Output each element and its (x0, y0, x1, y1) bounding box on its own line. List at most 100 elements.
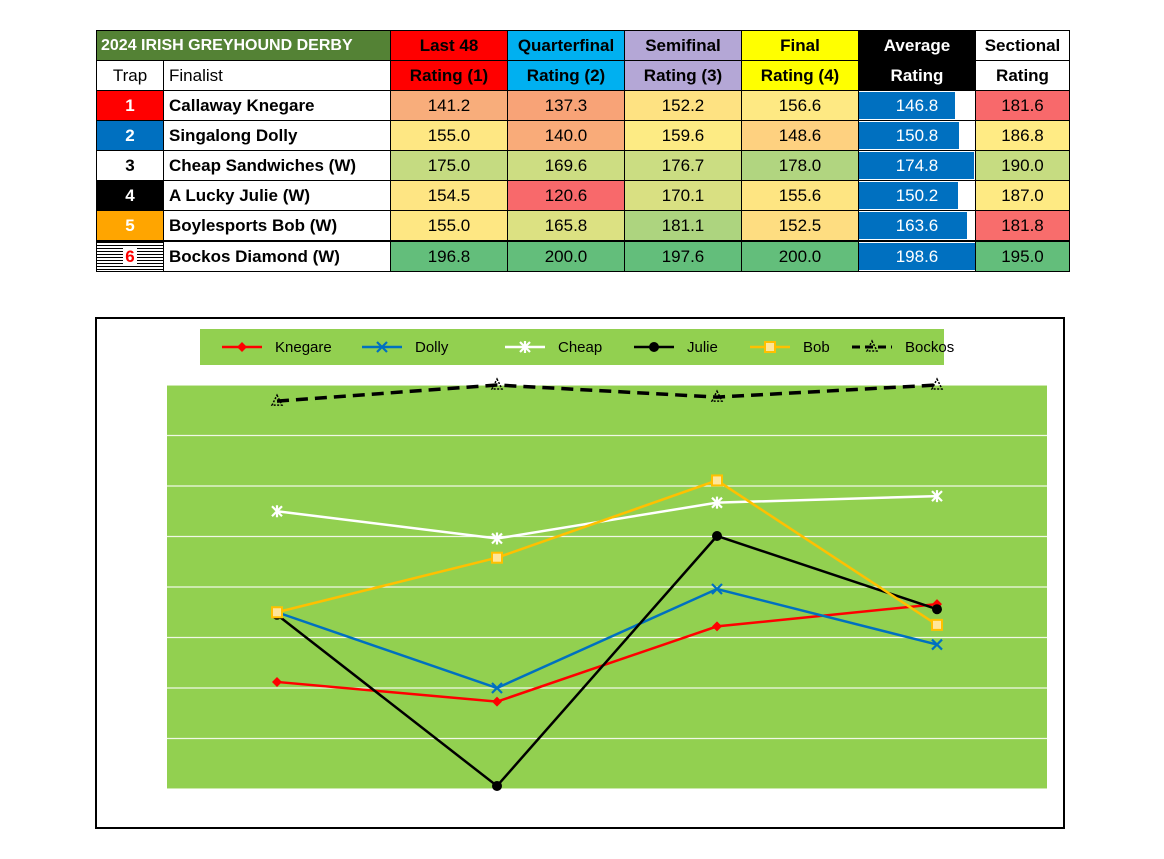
column-header-bottom: Rating (1) (390, 60, 508, 91)
average-rating-value: 174.8 (895, 155, 939, 175)
finalist-name: Singalong Dolly (163, 120, 391, 151)
average-rating-cell: 174.8 (858, 150, 976, 181)
legend-label: Julie (687, 339, 718, 356)
average-data-bar (859, 212, 967, 239)
rating-cell: 196.8 (390, 240, 508, 272)
table-row: 5 Boylesports Bob (W) 155.0 165.8 181.1 152.5… (96, 210, 1070, 242)
sectional-rating-cell: 186.8 (975, 120, 1070, 151)
rating-cell: 175.0 (390, 150, 508, 181)
data-point (492, 780, 502, 791)
data-point (711, 474, 723, 487)
ratings-table: 2024 IRISH GREYHOUND DERBY Last 48 Quarter… (96, 30, 1070, 272)
rating-cell: 170.1 (624, 180, 742, 211)
column-header-bottom: Rating (4) (741, 60, 859, 91)
data-point (272, 676, 282, 687)
column-header-bottom: Rating (2) (507, 60, 625, 91)
data-point (712, 530, 722, 541)
rating-cell: 181.1 (624, 210, 742, 242)
column-header-bottom: Trap (96, 60, 164, 91)
table-row: 2 Singalong Dolly 155.0 140.0 159.6 148.6 150.… (96, 120, 1070, 151)
data-point (519, 341, 531, 353)
rating-cell: 152.5 (741, 210, 859, 242)
series-line-knegare (276, 602, 938, 703)
average-rating-value: 163.6 (895, 215, 939, 235)
column-header-bottom: Rating (3) (624, 60, 742, 91)
average-rating-value: 198.6 (895, 246, 939, 266)
data-point (271, 505, 283, 518)
rating-cell: 120.6 (507, 180, 625, 211)
rating-cell: 200.0 (741, 240, 859, 272)
average-rating-cell: 198.6 (858, 240, 976, 272)
data-point (932, 599, 942, 610)
trap-number-text: 6 (123, 246, 137, 266)
column-header-top: Last 48 (390, 30, 508, 61)
series-line-bockos (276, 383, 938, 403)
data-point (492, 696, 502, 707)
legend-label: Bob (803, 339, 830, 356)
sectional-rating-cell: 190.0 (975, 150, 1070, 181)
data-point (649, 342, 659, 352)
rating-cell: 140.0 (507, 120, 625, 151)
data-point (271, 606, 283, 619)
column-header-top: Semifinal (624, 30, 742, 61)
average-rating-cell: 146.8 (858, 90, 976, 121)
average-data-bar (859, 122, 959, 149)
series-line-dolly (276, 587, 938, 690)
finalist-name: Boylesports Bob (W) (163, 210, 391, 242)
series-line-julie (276, 534, 938, 788)
line-chart: Knegare Dolly Cheap Julie Bob Bockos (95, 317, 1065, 829)
legend (200, 329, 944, 365)
column-header-top: Sectional (975, 30, 1070, 61)
column-header-bottom: Rating (858, 60, 976, 91)
data-point (376, 341, 388, 353)
average-rating-value: 150.8 (895, 125, 939, 145)
finalist-name: Cheap Sandwiches (W) (163, 150, 391, 181)
rating-cell: 155.0 (390, 210, 508, 242)
rating-cell: 159.6 (624, 120, 742, 151)
sectional-rating-cell: 181.8 (975, 210, 1070, 242)
sectional-rating-cell: 181.6 (975, 90, 1070, 121)
data-point (237, 342, 247, 352)
trap-number: 4 (96, 180, 164, 211)
data-point (491, 532, 503, 545)
rating-cell: 154.5 (390, 180, 508, 211)
data-point (931, 490, 943, 503)
finalist-name: A Lucky Julie (W) (163, 180, 391, 211)
legend-label: Cheap (558, 339, 602, 356)
rating-cell: 156.6 (741, 90, 859, 121)
rating-cell: 155.0 (390, 120, 508, 151)
series-line-cheap (276, 494, 938, 540)
rating-cell: 197.6 (624, 240, 742, 272)
header-row-top: 2024 IRISH GREYHOUND DERBY Last 48 Quarter… (96, 30, 1070, 61)
trap-number: 2 (96, 120, 164, 151)
trap-number: 5 (96, 210, 164, 242)
column-header-bottom: Finalist (163, 60, 391, 91)
trap-number: 6 (96, 240, 164, 272)
finalist-name: Bockos Diamond (W) (163, 240, 391, 272)
rating-cell: 165.8 (507, 210, 625, 242)
rating-cell: 155.6 (741, 180, 859, 211)
column-header-bottom: Rating (975, 60, 1070, 91)
finalist-name: Callaway Knegare (163, 90, 391, 121)
legend-label: Bockos (905, 339, 954, 356)
average-data-bar (859, 152, 974, 179)
sectional-rating-cell: 195.0 (975, 240, 1070, 272)
rating-cell: 200.0 (507, 240, 625, 272)
rating-cell: 178.0 (741, 150, 859, 181)
average-rating-cell: 150.2 (858, 180, 976, 211)
data-point (712, 621, 722, 632)
data-point (931, 618, 943, 631)
sectional-rating-cell: 187.0 (975, 180, 1070, 211)
table-row: 1 Callaway Knegare 141.2 137.3 152.2 156.6 146… (96, 90, 1070, 121)
data-point (491, 682, 503, 694)
column-header-top: Average (858, 30, 976, 61)
table-row: 6 Bockos Diamond (W) 196.8 200.0 197.6 200.0 1… (96, 240, 1070, 272)
average-data-bar (859, 182, 958, 209)
data-point (764, 341, 776, 353)
table-row: 3 Cheap Sandwiches (W) 175.0 169.6 176.7 178.… (96, 150, 1070, 181)
data-point (491, 551, 503, 564)
series-line-bob (276, 479, 938, 626)
trap-number: 3 (96, 150, 164, 181)
average-rating-cell: 150.8 (858, 120, 976, 151)
